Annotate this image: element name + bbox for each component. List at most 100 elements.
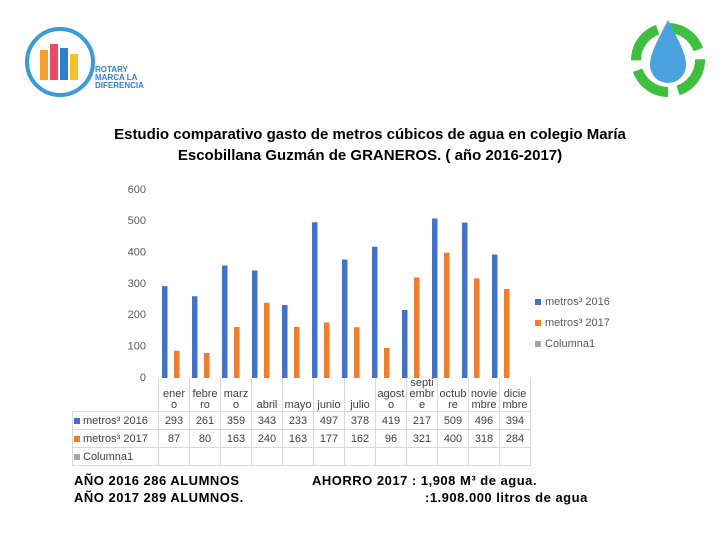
legend-label: Columna1 [545, 338, 595, 350]
logo-text: MARCA LA [95, 73, 138, 82]
bar [432, 218, 438, 378]
table-cell: 321 [406, 429, 438, 448]
row-label: Columna1 [83, 450, 134, 463]
legend-swatch [74, 453, 80, 460]
table-cell: 87 [158, 429, 190, 448]
bar [492, 254, 498, 378]
table-cell: 509 [437, 411, 469, 430]
bar [414, 277, 420, 378]
table-cell [251, 447, 283, 466]
y-tick-label: 400 [128, 247, 146, 259]
table-cell [313, 447, 345, 466]
legend-swatch [74, 435, 80, 442]
rotary-logo: ROTARY MARCA LA DIFERENCIA [25, 27, 144, 97]
table-cell: 343 [251, 411, 283, 430]
y-tick-label: 100 [128, 341, 146, 353]
table-cell [282, 447, 314, 466]
logo-text: ROTARY [95, 65, 129, 74]
bar [462, 222, 468, 378]
table-cell: 163 [282, 429, 314, 448]
row-header: Columna1 [72, 447, 159, 466]
x-tick-label: abril [251, 378, 283, 412]
bar [264, 302, 270, 378]
logo-text: DIFERENCIA [95, 81, 144, 90]
bar [402, 310, 408, 378]
bar [444, 252, 450, 378]
bar [222, 265, 228, 378]
row-label: metros³ 2017 [83, 432, 148, 445]
table-cell [437, 447, 469, 466]
table-cell: 293 [158, 411, 190, 430]
bar [474, 278, 480, 378]
table-header-row: enero febrero marzo abril mayo junio julio agos… [73, 378, 531, 412]
y-tick-label: 0 [140, 372, 146, 384]
table-cell: 497 [313, 411, 345, 430]
table-cell: 177 [313, 429, 345, 448]
legend-swatch [535, 341, 541, 347]
row-label: metros³ 2016 [83, 414, 148, 427]
x-tick-label: enero [158, 378, 190, 412]
table-cell: 419 [375, 411, 407, 430]
table-cell [189, 447, 221, 466]
table-cell: 162 [344, 429, 376, 448]
bar [282, 304, 288, 378]
bar [384, 347, 390, 378]
table-cell [344, 447, 376, 466]
x-tick-label: febrero [189, 378, 221, 412]
bar [204, 352, 210, 378]
bar [354, 327, 360, 378]
table-cell: 378 [344, 411, 376, 430]
bar [294, 326, 300, 378]
legend-swatch [74, 417, 80, 424]
y-tick-label: 500 [128, 215, 146, 227]
bar [504, 289, 510, 378]
table-cell [375, 447, 407, 466]
table-cell: 359 [220, 411, 252, 430]
table-cell: 318 [468, 429, 500, 448]
note: AÑO 2017 289 ALUMNOS. [74, 490, 244, 505]
x-tick-label: julio [344, 378, 376, 412]
note: AHORRO 2017 : 1,908 M³ de agua. [312, 473, 538, 488]
row-header: metros³ 2017 [72, 429, 159, 448]
table-cell [499, 447, 531, 466]
table-cell: 496 [468, 411, 500, 430]
bar [192, 296, 198, 378]
table-cell: 394 [499, 411, 531, 430]
bar [162, 286, 168, 378]
x-tick-label: mayo [282, 378, 314, 412]
table-cell: 240 [251, 429, 283, 448]
note: AÑO 2016 286 ALUMNOS [74, 473, 240, 488]
row-header: metros³ 2016 [72, 411, 159, 430]
table-cell [468, 447, 500, 466]
x-tick-label: junio [313, 378, 345, 412]
bar [174, 350, 180, 378]
table-cell: 261 [189, 411, 221, 430]
bar [372, 246, 378, 378]
chart-title: Estudio comparativo gasto de metros cúbi… [114, 126, 626, 164]
table-cell [158, 447, 190, 466]
table-cell: 163 [220, 429, 252, 448]
table-corner [73, 378, 159, 412]
table-cell: 284 [499, 429, 531, 448]
legend-label: metros³ 2016 [545, 296, 610, 308]
table-cell: 96 [375, 429, 407, 448]
bar [342, 259, 348, 378]
x-tick-label: septiembre [406, 378, 438, 412]
bar [252, 270, 258, 378]
water-logo [631, 20, 705, 97]
data-table: enero febrero marzo abril mayo junio julio agos… [72, 378, 531, 466]
table-row: metros³ 2016 293 261 359 343 233 497 378 419 217 5… [72, 411, 531, 430]
table-cell: 80 [189, 429, 221, 448]
table-cell: 400 [437, 429, 469, 448]
legend-swatch [535, 299, 541, 305]
note: :1.908.000 litros de agua [425, 490, 588, 505]
y-tick-label: 600 [128, 184, 146, 196]
x-tick-label: marzo [220, 378, 252, 412]
table-row: Columna1 [72, 447, 531, 466]
bar [234, 326, 240, 378]
table-row: metros³ 2017 87 80 163 240 163 177 162 96 321 400 3… [72, 429, 531, 448]
legend-label: metros³ 2017 [545, 317, 610, 329]
bar [312, 222, 318, 378]
